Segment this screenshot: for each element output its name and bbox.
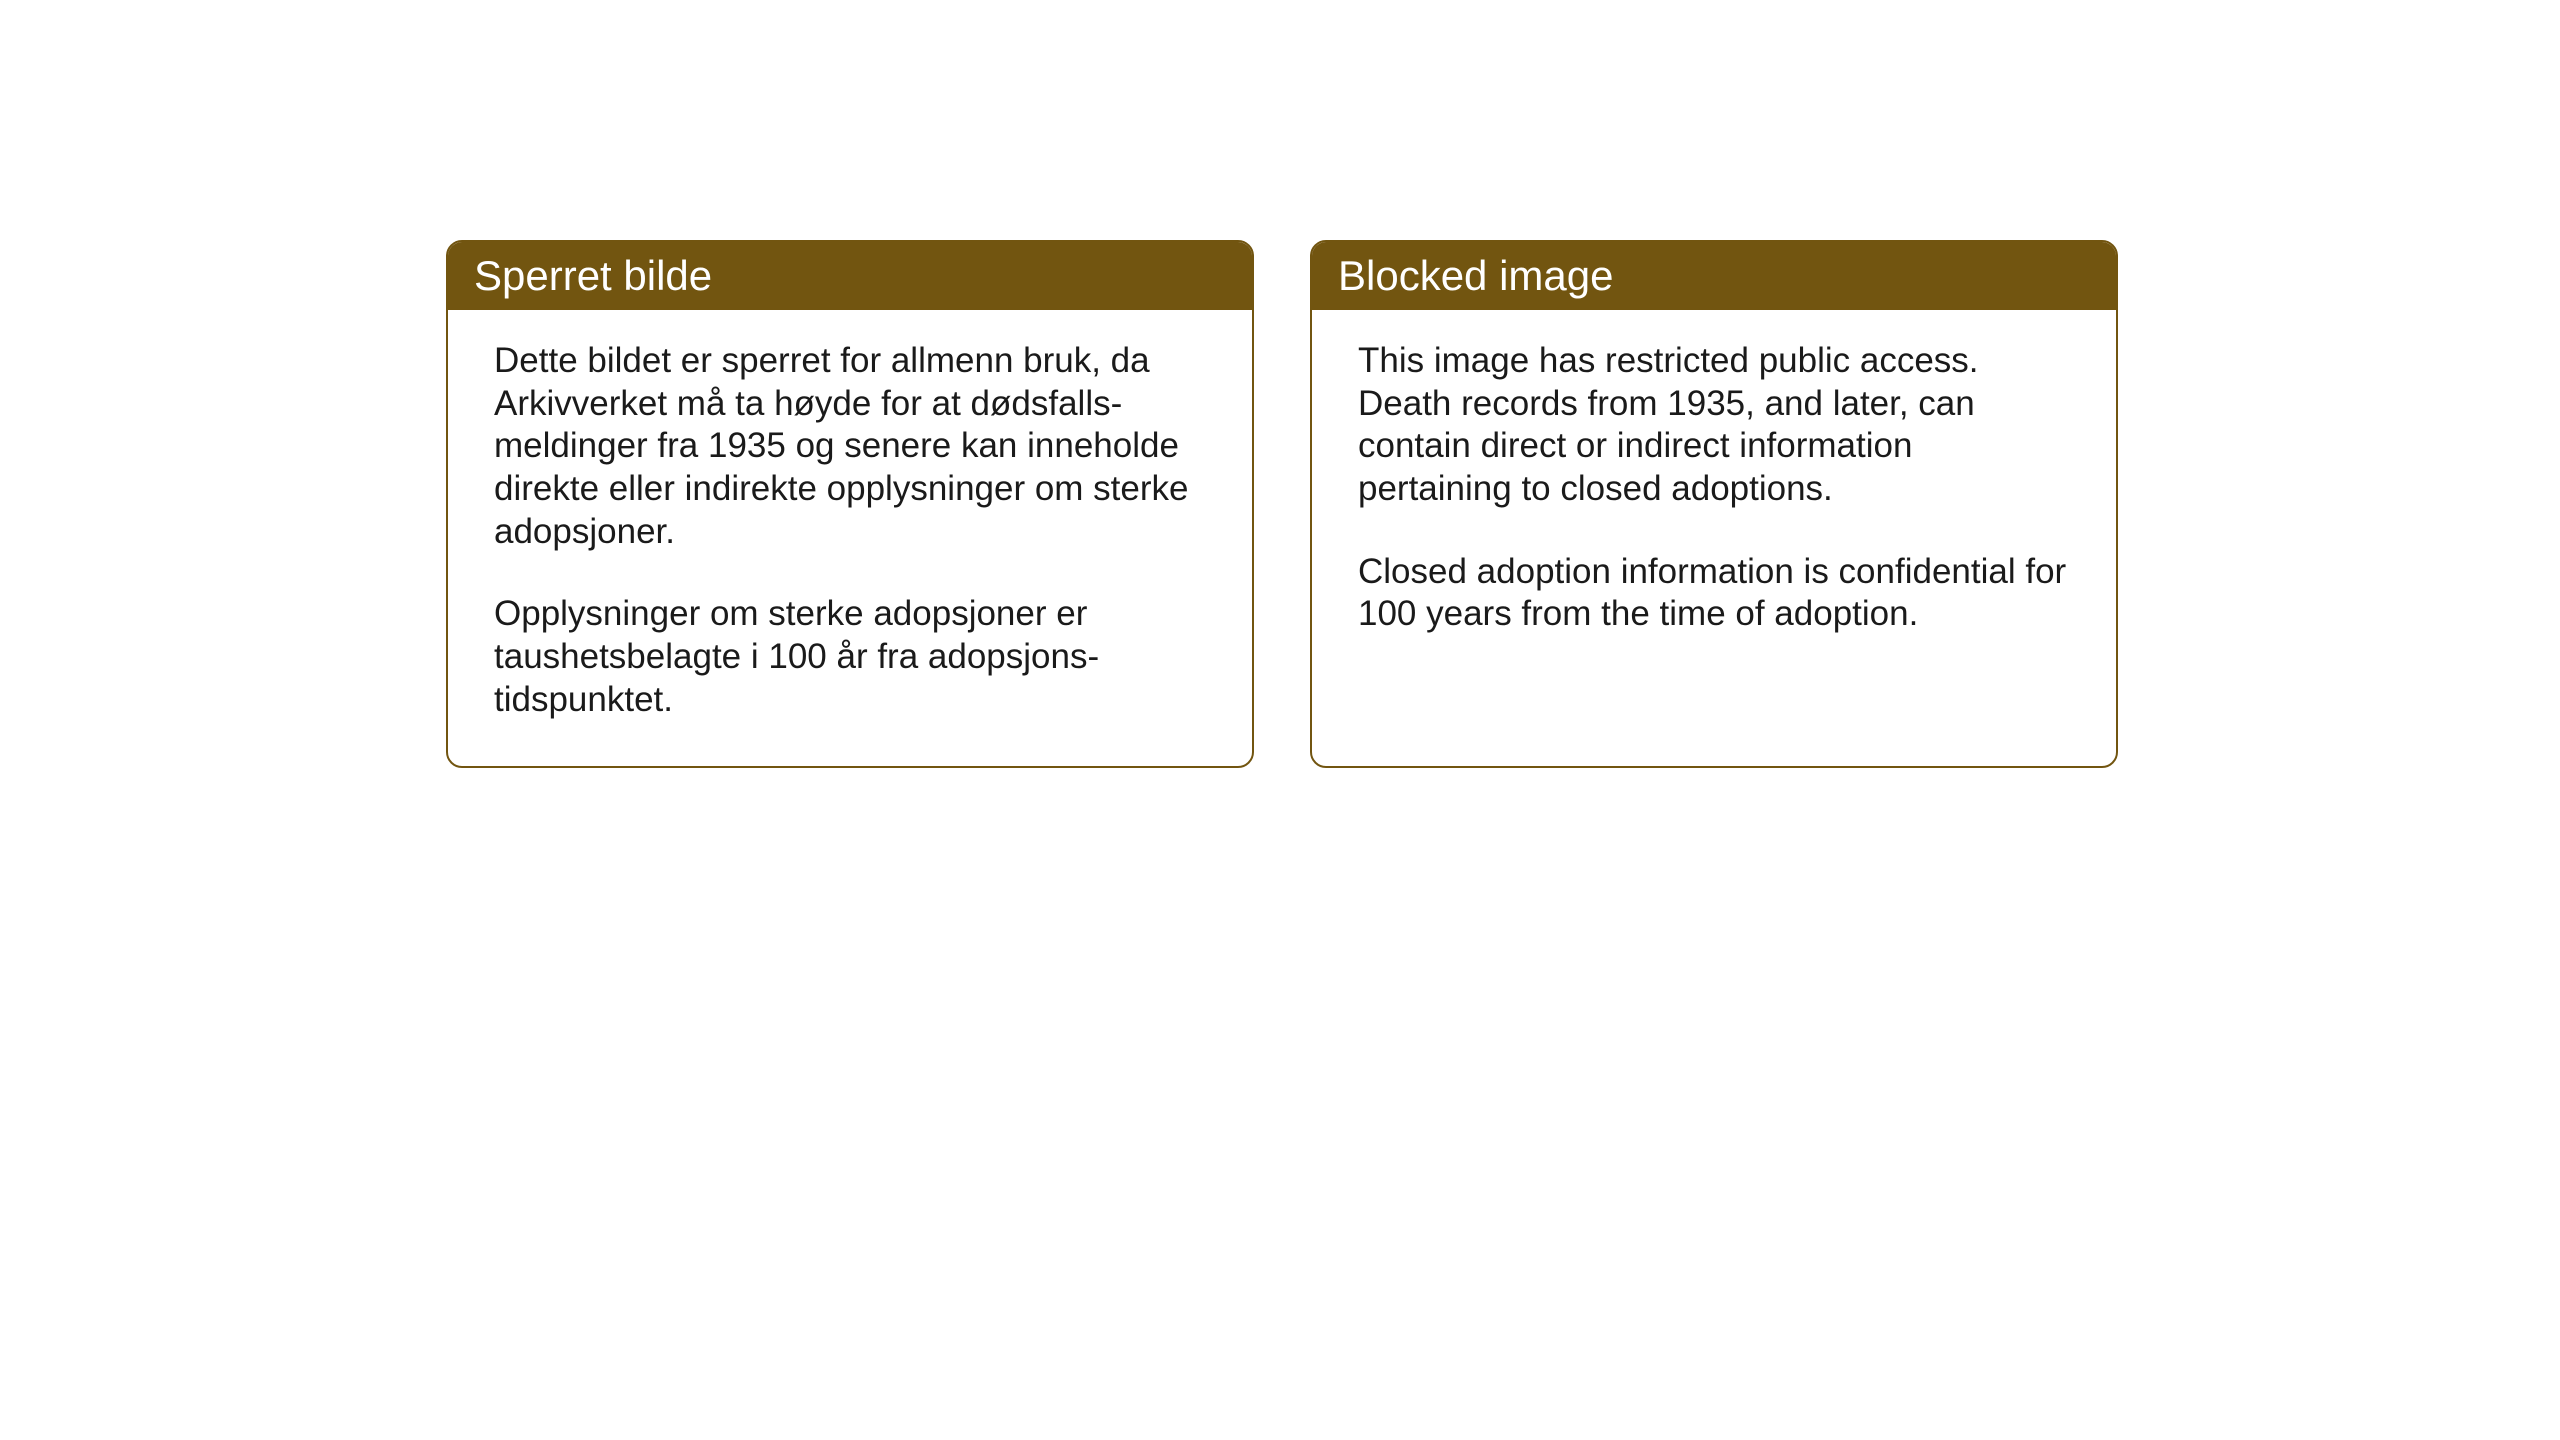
card-title-english: Blocked image (1338, 252, 1613, 299)
card-body-norwegian: Dette bildet er sperret for allmenn bruk… (448, 310, 1252, 766)
card-title-norwegian: Sperret bilde (474, 252, 712, 299)
card-paragraph-2-norwegian: Opplysninger om sterke adopsjoner er tau… (494, 593, 1206, 721)
card-paragraph-2-english: Closed adoption information is confident… (1358, 551, 2070, 636)
card-header-norwegian: Sperret bilde (448, 242, 1252, 310)
cards-container: Sperret bilde Dette bildet er sperret fo… (446, 240, 2118, 768)
card-paragraph-1-english: This image has restricted public access.… (1358, 340, 2070, 511)
card-header-english: Blocked image (1312, 242, 2116, 310)
card-body-english: This image has restricted public access.… (1312, 310, 2116, 700)
card-english: Blocked image This image has restricted … (1310, 240, 2118, 768)
card-norwegian: Sperret bilde Dette bildet er sperret fo… (446, 240, 1254, 768)
card-paragraph-1-norwegian: Dette bildet er sperret for allmenn bruk… (494, 340, 1206, 553)
